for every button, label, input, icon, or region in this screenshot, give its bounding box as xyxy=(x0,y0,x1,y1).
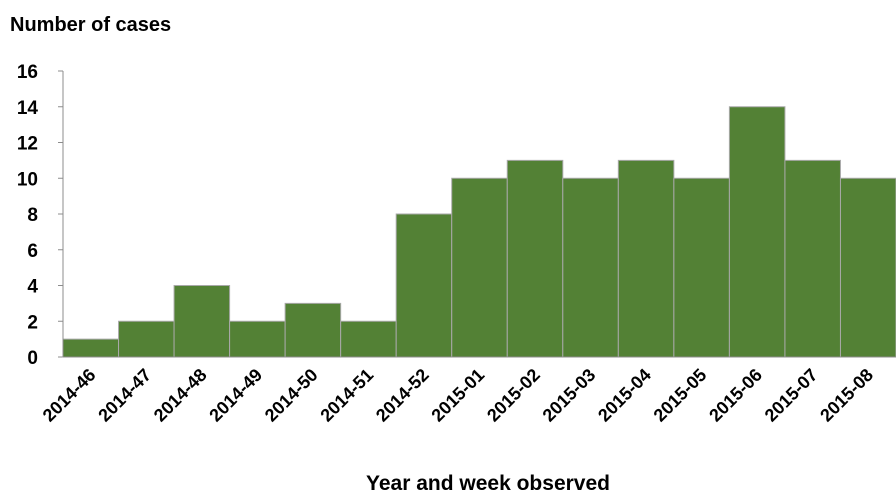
x-axis-label: Year and week observed xyxy=(366,472,610,495)
bar-2014-48 xyxy=(173,285,231,358)
y-tick-label: 12 xyxy=(17,134,38,155)
y-tick-label: 2 xyxy=(27,312,38,333)
bar-2014-51 xyxy=(340,320,397,358)
bar-2014-47 xyxy=(118,320,175,358)
x-tick-label: 2015-04 xyxy=(594,365,655,426)
x-tick-label: 2015-03 xyxy=(539,365,600,426)
x-tick-label: 2015-08 xyxy=(816,365,877,426)
y-tick-label: 0 xyxy=(27,348,38,369)
x-tick-label: 2015-07 xyxy=(761,365,822,426)
x-tick-label: 2015-02 xyxy=(483,365,544,426)
x-tick-label: 2015-06 xyxy=(705,365,766,426)
y-tick-label: 16 xyxy=(17,62,38,83)
y-tick-label: 14 xyxy=(17,98,39,119)
bar-2014-50 xyxy=(284,302,342,358)
bar-2015-01 xyxy=(451,177,508,358)
y-tick-label: 4 xyxy=(27,277,38,298)
bar-2014-46 xyxy=(62,338,120,358)
bar-2015-04 xyxy=(617,159,675,358)
bar-2015-02 xyxy=(506,159,564,358)
y-axis-label: Number of cases xyxy=(10,14,171,36)
x-tick-label: 2014-48 xyxy=(150,365,211,426)
y-tick-labels: 0 2 4 6 8 10 12 14 16 xyxy=(17,62,63,369)
x-tick-label: 2014-52 xyxy=(372,365,433,426)
bar-2015-07 xyxy=(784,159,841,358)
bars xyxy=(62,106,896,358)
x-tick-label: 2014-47 xyxy=(94,365,155,426)
bar-2014-49 xyxy=(229,320,286,358)
x-tick-label: 2014-50 xyxy=(261,365,322,426)
bar-2015-06 xyxy=(728,106,786,358)
y-tick-label: 8 xyxy=(27,205,38,226)
x-tick-labels: 2014-462014-472014-482014-492014-502014-… xyxy=(39,365,877,426)
bar-2015-03 xyxy=(562,177,619,358)
y-tick-label: 10 xyxy=(17,169,38,190)
bar-2015-08 xyxy=(839,177,896,358)
x-tick-label: 2014-51 xyxy=(316,365,377,426)
y-tick-label: 6 xyxy=(27,241,38,262)
bar-2015-05 xyxy=(673,177,730,358)
bar-2014-52 xyxy=(395,213,453,358)
x-tick-label: 2015-01 xyxy=(427,365,488,426)
x-tick-label: 2014-46 xyxy=(39,365,100,426)
x-tick-label: 2014-49 xyxy=(205,365,266,426)
x-tick-label: 2015-05 xyxy=(650,365,711,426)
